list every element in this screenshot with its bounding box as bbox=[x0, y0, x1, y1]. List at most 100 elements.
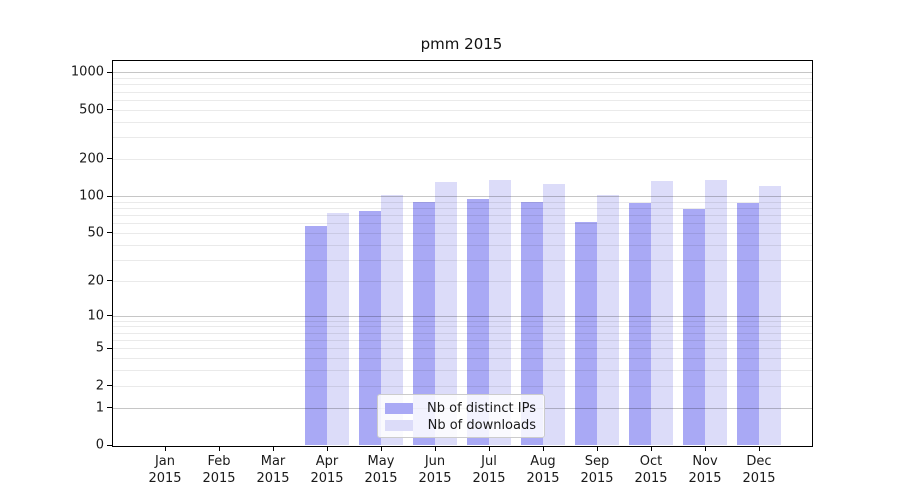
legend-swatch-distinct-ips bbox=[385, 402, 413, 414]
gridline-600 bbox=[113, 99, 812, 101]
bar-downloads-sep bbox=[597, 195, 619, 445]
gridline-9 bbox=[113, 320, 812, 322]
gridline-200 bbox=[113, 158, 812, 160]
legend-label-downloads: Nb of downloads bbox=[427, 417, 536, 433]
gridline-400 bbox=[113, 121, 812, 123]
bar-distinct-ips-apr bbox=[305, 225, 327, 445]
bar-distinct-ips-may bbox=[359, 210, 381, 445]
x-tick-mark-oct bbox=[651, 446, 652, 451]
bar-distinct-ips-oct bbox=[629, 202, 651, 445]
bar-distinct-ips-sep bbox=[575, 221, 597, 445]
x-tick-label-feb: Feb 2015 bbox=[202, 454, 236, 486]
x-tick-label-apr: Apr 2015 bbox=[310, 454, 344, 486]
gridline-8 bbox=[113, 326, 812, 328]
x-tick-label-jun: Jun 2015 bbox=[418, 454, 452, 486]
chart-title: pmm 2015 bbox=[420, 35, 503, 53]
y-tick-label-20: 20 bbox=[87, 273, 104, 289]
y-tick-mark-0 bbox=[107, 444, 112, 446]
y-tick-label-100: 100 bbox=[79, 188, 104, 204]
x-tick-label-dec: Dec 2015 bbox=[742, 454, 776, 486]
legend: Nb of distinct IPs Nb of downloads bbox=[377, 394, 545, 438]
gridline-10 bbox=[113, 315, 812, 317]
gridline-2 bbox=[113, 385, 812, 387]
y-tick-mark-1 bbox=[107, 407, 112, 409]
bar-distinct-ips-dec bbox=[737, 202, 759, 445]
y-tick-mark-2 bbox=[107, 385, 112, 387]
gridline-1000 bbox=[113, 72, 812, 74]
x-tick-label-jul: Jul 2015 bbox=[472, 454, 506, 486]
y-tick-label-10: 10 bbox=[87, 308, 104, 324]
y-tick-mark-50 bbox=[107, 232, 112, 234]
gridline-300 bbox=[113, 137, 812, 139]
gridline-6 bbox=[113, 340, 812, 342]
x-tick-label-mar: Mar 2015 bbox=[256, 454, 290, 486]
gridline-800 bbox=[113, 84, 812, 86]
y-tick-label-1000: 1000 bbox=[70, 64, 104, 80]
y-tick-mark-100 bbox=[107, 195, 112, 197]
x-tick-label-may: May 2015 bbox=[364, 454, 398, 486]
y-tick-label-50: 50 bbox=[87, 225, 104, 241]
y-tick-mark-1000 bbox=[107, 71, 112, 73]
y-tick-label-200: 200 bbox=[79, 151, 104, 167]
y-tick-label-500: 500 bbox=[79, 102, 104, 118]
plot-area bbox=[112, 60, 813, 447]
bar-downloads-may bbox=[381, 195, 403, 445]
x-tick-mark-may bbox=[381, 446, 382, 451]
legend-swatch-downloads bbox=[385, 419, 413, 431]
bar-downloads-apr bbox=[327, 212, 349, 445]
x-tick-mark-sep bbox=[597, 446, 598, 451]
bar-downloads-jul bbox=[489, 180, 511, 445]
gridline-500 bbox=[113, 109, 812, 111]
x-tick-mark-mar bbox=[273, 446, 274, 451]
gridline-4 bbox=[113, 358, 812, 360]
legend-label-distinct-ips: Nb of distinct IPs bbox=[427, 400, 536, 416]
bar-downloads-jun bbox=[435, 182, 457, 445]
x-tick-mark-jan bbox=[165, 446, 166, 451]
x-tick-mark-jul bbox=[489, 446, 490, 451]
y-tick-label-2: 2 bbox=[95, 378, 104, 394]
x-tick-label-nov: Nov 2015 bbox=[688, 454, 722, 486]
x-tick-label-jan: Jan 2015 bbox=[148, 454, 182, 486]
y-tick-label-0: 0 bbox=[95, 437, 104, 453]
gridline-80 bbox=[113, 207, 812, 209]
bar-downloads-aug bbox=[543, 184, 565, 445]
y-tick-mark-10 bbox=[107, 315, 112, 317]
y-tick-mark-200 bbox=[107, 158, 112, 160]
bar-downloads-dec bbox=[759, 186, 781, 445]
bar-distinct-ips-nov bbox=[683, 208, 705, 445]
legend-entry-downloads: Nb of downloads bbox=[385, 417, 536, 433]
gridline-100 bbox=[113, 196, 812, 198]
gridline-90 bbox=[113, 201, 812, 203]
x-tick-mark-apr bbox=[327, 446, 328, 451]
y-tick-mark-5 bbox=[107, 347, 112, 349]
x-tick-mark-dec bbox=[759, 446, 760, 451]
x-tick-label-aug: Aug 2015 bbox=[526, 454, 560, 486]
x-tick-mark-aug bbox=[543, 446, 544, 451]
x-tick-mark-feb bbox=[219, 446, 220, 451]
gridline-3 bbox=[113, 370, 812, 372]
bar-downloads-oct bbox=[651, 181, 673, 445]
gridline-50 bbox=[113, 232, 812, 234]
gridline-700 bbox=[113, 91, 812, 93]
x-tick-mark-jun bbox=[435, 446, 436, 451]
x-tick-label-sep: Sep 2015 bbox=[580, 454, 614, 486]
bar-distinct-ips-jul bbox=[467, 198, 489, 445]
gridline-20 bbox=[113, 280, 812, 282]
gridline-60 bbox=[113, 223, 812, 225]
gridline-7 bbox=[113, 332, 812, 334]
legend-entry-distinct-ips: Nb of distinct IPs bbox=[385, 400, 536, 416]
gridline-30 bbox=[113, 259, 812, 261]
x-tick-label-oct: Oct 2015 bbox=[634, 454, 668, 486]
y-tick-label-1: 1 bbox=[95, 400, 104, 416]
gridline-5 bbox=[113, 348, 812, 350]
x-tick-mark-nov bbox=[705, 446, 706, 451]
gridline-70 bbox=[113, 215, 812, 217]
gridline-40 bbox=[113, 244, 812, 246]
y-tick-label-5: 5 bbox=[95, 340, 104, 356]
bar-downloads-nov bbox=[705, 180, 727, 445]
y-tick-mark-500 bbox=[107, 109, 112, 111]
bar-distinct-ips-jun bbox=[413, 201, 435, 445]
bar-distinct-ips-aug bbox=[521, 201, 543, 445]
y-tick-mark-20 bbox=[107, 280, 112, 282]
